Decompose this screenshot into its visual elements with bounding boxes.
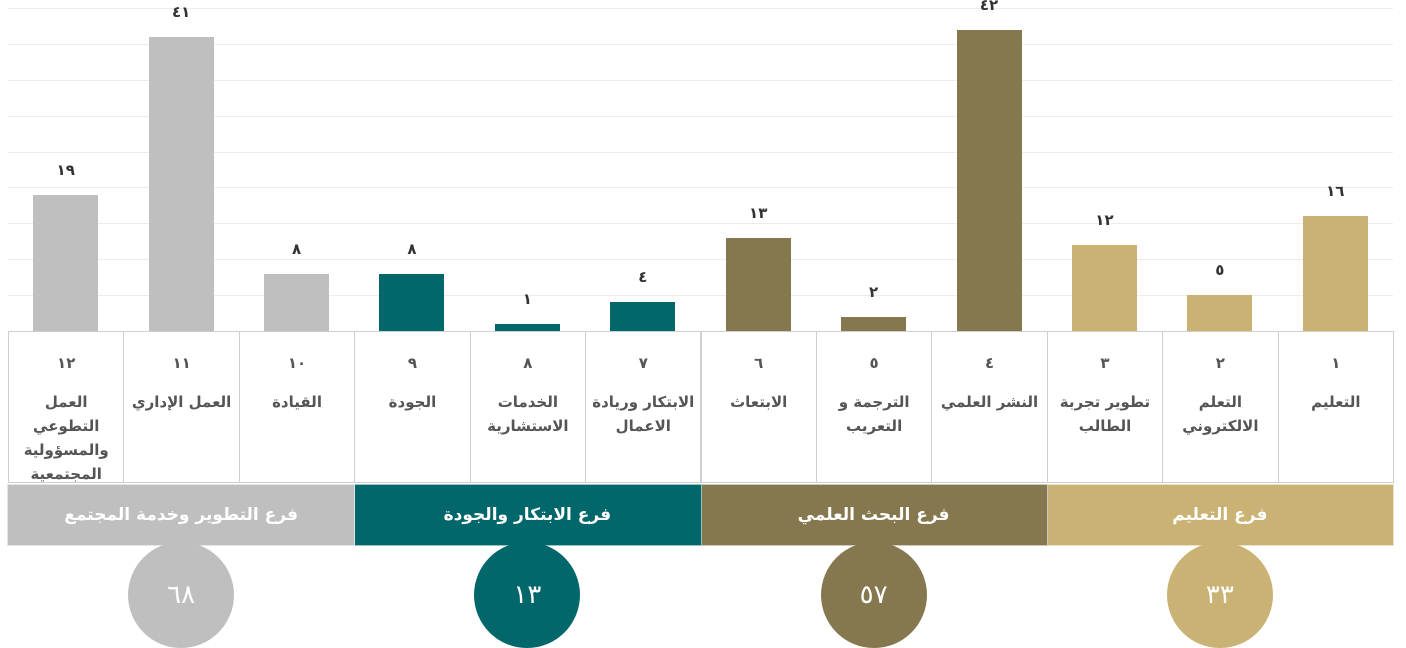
group-total-label: ٣٣ xyxy=(1205,580,1234,610)
category-cell: ٤ النشر العلمي xyxy=(931,331,1048,483)
bar xyxy=(610,302,676,331)
value-label: ٤١ xyxy=(171,2,191,21)
category-cell: ٥ الترجمة و التعريب xyxy=(815,331,933,483)
category-cell: ١ التعليم xyxy=(1277,331,1394,483)
group-total: ٥٧ xyxy=(820,542,927,648)
value-label: ١٢ xyxy=(1095,210,1114,229)
group-total: ١٣ xyxy=(474,542,581,648)
value-label: ٤ xyxy=(638,268,648,287)
bar xyxy=(494,323,560,331)
category-name: الابتعاث xyxy=(730,393,788,411)
bar xyxy=(841,316,907,331)
category-name: الخدمات الاستشارية xyxy=(487,393,569,435)
category-number: ٣ xyxy=(1100,354,1110,372)
category-number: ٨ xyxy=(523,354,533,372)
value-label: ١٩ xyxy=(56,160,75,179)
category-number: ٦ xyxy=(754,354,764,372)
group-total: ٣٣ xyxy=(1166,542,1273,648)
category-cell: ٧ الابتكار وريادة الاعمال xyxy=(585,331,702,483)
category-name: الجودة xyxy=(388,393,437,411)
category-cell: ٩ الجودة xyxy=(354,331,471,483)
category-name: العمل التطوعي والمسؤولية المجتمعية xyxy=(23,393,109,483)
value-label: ٢ xyxy=(869,282,879,301)
category-number: ٧ xyxy=(638,354,648,372)
category-name: تطوير تجربة الطالب xyxy=(1059,393,1151,435)
grid-line xyxy=(8,115,1393,117)
grid-line xyxy=(8,8,1393,9)
bar xyxy=(1071,244,1137,331)
category-cell: ١٠ القيادة xyxy=(238,331,356,483)
category-cell: ٦ الابتعاث xyxy=(700,331,817,483)
grid-line xyxy=(8,79,1393,81)
value-label: ٨ xyxy=(291,239,302,258)
grid-line xyxy=(8,223,1393,225)
group-total-label: ٥٧ xyxy=(859,580,888,610)
grid-line xyxy=(8,151,1393,153)
category-name: التعليم xyxy=(1311,393,1361,411)
bar xyxy=(264,273,330,331)
group-band: فرع التعليم xyxy=(1045,484,1394,546)
bar xyxy=(956,29,1022,331)
category-cell: ٣ تطوير تجربة الطالب xyxy=(1046,331,1164,483)
category-number: ٤ xyxy=(984,354,995,372)
bar xyxy=(148,36,214,331)
grid-line xyxy=(8,259,1393,261)
grid-line xyxy=(8,187,1393,189)
category-cell: ١١ العمل الإداري xyxy=(123,331,240,483)
group-total: ٦٨ xyxy=(128,542,235,648)
group-total-label: ١٣ xyxy=(513,580,542,610)
category-number: ١ xyxy=(1331,354,1341,372)
category-number: ٥ xyxy=(869,354,879,372)
group-band: فرع الابتكار والجودة xyxy=(353,484,702,546)
value-label: ٤٢ xyxy=(979,0,999,14)
category-name: العمل الإداري xyxy=(131,393,232,411)
category-name: الترجمة و التعريب xyxy=(838,393,910,435)
category-number: ٢ xyxy=(1215,354,1225,372)
grid-line xyxy=(8,295,1393,297)
group-band: فرع التطوير وخدمة المجتمع xyxy=(7,484,356,546)
category-name: الابتكار وريادة الاعمال xyxy=(592,393,695,435)
category-number: ١٠ xyxy=(287,354,307,372)
value-label: ٨ xyxy=(407,239,417,258)
bar xyxy=(1187,295,1253,331)
value-label: ١٣ xyxy=(749,203,768,222)
category-name: القيادة xyxy=(272,393,322,411)
category-name: النشر العلمي xyxy=(940,393,1039,411)
category-cell: ١٢ العمل التطوعي والمسؤولية المجتمعية xyxy=(8,331,125,483)
category-name: التعلم الالكتروني xyxy=(1182,393,1259,435)
bar xyxy=(725,237,791,331)
value-label: ١٦ xyxy=(1326,182,1345,201)
grid-line xyxy=(8,43,1393,45)
category-number: ١١ xyxy=(172,354,191,372)
bar xyxy=(1302,216,1368,331)
category-cell: ٨ الخدمات الاستشارية xyxy=(469,331,587,483)
category-number: ٩ xyxy=(407,354,418,372)
group-total-label: ٦٨ xyxy=(167,580,196,610)
bar xyxy=(379,273,445,331)
bar xyxy=(33,194,99,331)
value-label: ١ xyxy=(522,289,532,308)
category-number: ١٢ xyxy=(57,354,76,372)
group-band: فرع البحث العلمي xyxy=(699,484,1048,546)
category-cell: ٢ التعلم الالكتروني xyxy=(1162,331,1279,483)
value-label: ٥ xyxy=(1215,261,1225,280)
